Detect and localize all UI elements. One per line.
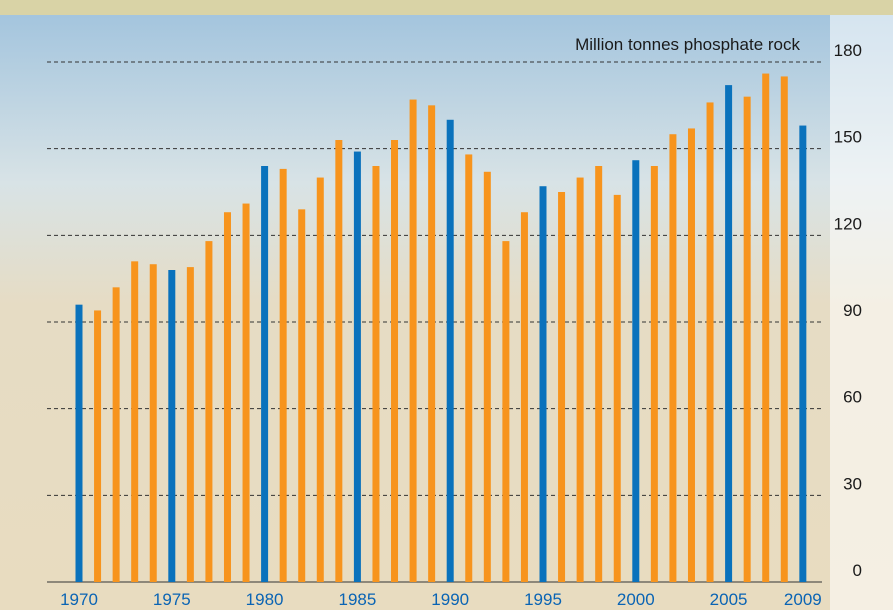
bar (725, 85, 733, 582)
bar (669, 134, 677, 582)
bar (762, 73, 770, 583)
y-tick-label: 60 (843, 388, 862, 407)
bar (298, 209, 306, 583)
bar (186, 267, 194, 582)
bar (205, 241, 213, 582)
bar (780, 76, 788, 582)
y-tick-label: 150 (834, 128, 862, 147)
bar (502, 241, 510, 582)
bar (706, 102, 714, 582)
bar (483, 171, 491, 582)
bar (112, 287, 120, 582)
y-tick-label: 180 (834, 41, 862, 60)
bar (149, 264, 157, 582)
x-tick-label: 1990 (431, 590, 469, 609)
bar (632, 160, 640, 582)
x-tick-label: 1970 (60, 590, 98, 609)
bar (391, 140, 399, 582)
x-tick-label: 2005 (710, 590, 748, 609)
bar (799, 125, 807, 583)
axis-strip (830, 15, 893, 610)
bar (558, 192, 566, 582)
x-tick-label: 1975 (153, 590, 191, 609)
bar (131, 261, 139, 582)
bar (576, 177, 584, 583)
y-tick-label: 30 (843, 474, 862, 493)
bar (223, 212, 231, 582)
bar (242, 203, 250, 583)
x-tick-label: 2000 (617, 590, 655, 609)
y-tick-label: 90 (843, 301, 862, 320)
bar (650, 166, 658, 582)
x-tick-label: 1980 (246, 590, 284, 609)
bar (465, 154, 473, 582)
bar (168, 270, 176, 582)
y-axis-label: Million tonnes phosphate rock (575, 35, 800, 54)
bar (687, 128, 695, 582)
bar (595, 166, 603, 582)
x-tick-label: 2009 (784, 590, 822, 609)
bar (316, 177, 324, 583)
bar (743, 96, 751, 583)
bar (428, 105, 436, 582)
bar (75, 304, 83, 582)
bar (261, 166, 269, 582)
y-tick-label: 120 (834, 214, 862, 233)
bar (335, 140, 343, 582)
bar (372, 166, 380, 582)
bar (613, 194, 621, 582)
top-band (0, 0, 893, 15)
bar (520, 212, 528, 582)
bar (409, 99, 417, 583)
bar (446, 119, 454, 583)
bar (353, 151, 361, 583)
x-tick-label: 1985 (338, 590, 376, 609)
bar (279, 168, 287, 582)
x-tick-label: 1995 (524, 590, 562, 609)
bar (94, 310, 102, 582)
bar (539, 186, 547, 582)
y-tick-label: 0 (853, 561, 862, 580)
